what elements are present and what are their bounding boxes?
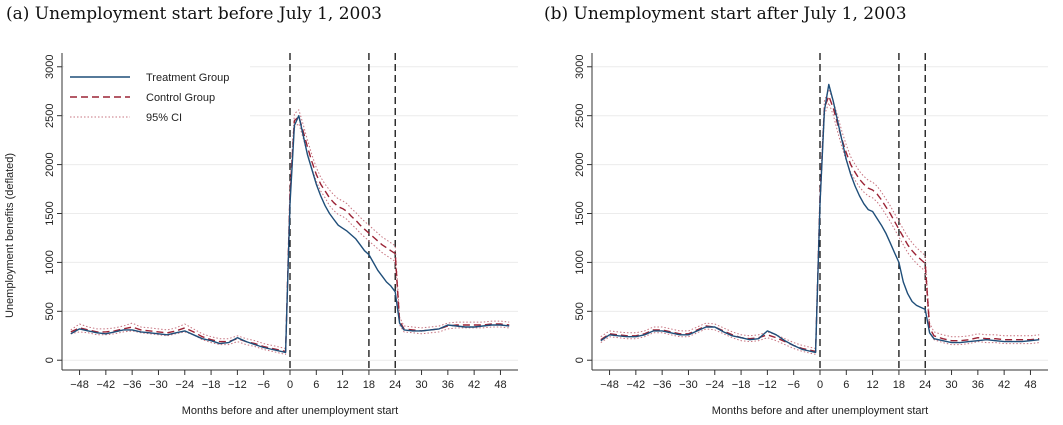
x-tick-label: −36	[653, 379, 672, 391]
x-tick-label: 24	[919, 379, 931, 391]
series-line-95-ci	[600, 102, 1040, 355]
x-tick-label: −12	[758, 379, 777, 391]
y-tick-label: 1000	[44, 250, 56, 274]
y-tick-label: 2000	[574, 152, 586, 176]
x-tick-label: −24	[705, 379, 724, 391]
series-line-95-ci	[70, 109, 510, 349]
legend-label: Control Group	[146, 92, 215, 104]
x-tick-label: 18	[893, 379, 905, 391]
x-tick-label: −24	[175, 379, 194, 391]
x-tick-label: 30	[415, 379, 427, 391]
y-tick-label: 1000	[574, 250, 586, 274]
series-line-control-group	[600, 95, 1040, 353]
y-tick-label: 500	[44, 302, 56, 320]
x-tick-label: 30	[945, 379, 957, 391]
series-line-treatment-group	[600, 83, 1040, 354]
x-tick-label: −42	[97, 379, 116, 391]
x-tick-label: 0	[287, 379, 293, 391]
panel-a-title: (a) Unemployment start before July 1, 20…	[6, 4, 382, 24]
x-tick-label: −48	[600, 379, 619, 391]
y-tick-label: 0	[574, 357, 586, 363]
x-tick-label: 42	[998, 379, 1010, 391]
y-tick-label: 3000	[574, 55, 586, 79]
x-tick-label: 18	[363, 379, 375, 391]
series-line-95-ci	[70, 123, 510, 355]
x-tick-label: 36	[442, 379, 454, 391]
x-tick-label: 12	[336, 379, 348, 391]
x-tick-label: 36	[972, 379, 984, 391]
x-tick-label: −6	[257, 379, 270, 391]
y-tick-label: 2500	[44, 103, 56, 127]
x-tick-label: 0	[817, 379, 823, 391]
x-tick-label: −30	[149, 379, 168, 391]
panel-b-x-axis-label: Months before and after unemployment sta…	[711, 405, 929, 417]
series-line-treatment-group	[70, 114, 510, 354]
x-tick-label: 42	[468, 379, 480, 391]
x-tick-label: −48	[70, 379, 89, 391]
y-tick-label: 0	[44, 357, 56, 363]
x-tick-label: −42	[627, 379, 646, 391]
legend-label: 95% CI	[146, 112, 182, 124]
x-tick-label: 48	[494, 379, 506, 391]
y-tick-label: 1500	[44, 201, 56, 225]
x-tick-label: −36	[123, 379, 142, 391]
panel-a-x-axis-label: Months before and after unemployment sta…	[181, 405, 399, 417]
y-tick-label: 3000	[44, 55, 56, 79]
y-tick-label: 1500	[574, 201, 586, 225]
x-tick-label: 12	[866, 379, 878, 391]
x-tick-label: −30	[679, 379, 698, 391]
legend-label: Treatment Group	[146, 72, 229, 84]
y-tick-label: 2500	[574, 103, 586, 127]
x-tick-label: 6	[313, 379, 319, 391]
x-tick-label: 48	[1024, 379, 1036, 391]
legend: Treatment Group Control Group 95% CI	[64, 59, 250, 124]
legend-box	[64, 59, 250, 121]
x-tick-label: −6	[787, 379, 800, 391]
panel-b-title: (b) Unemployment start after July 1, 200…	[544, 4, 907, 24]
x-tick-label: 24	[389, 379, 401, 391]
y-tick-label: 2000	[44, 152, 56, 176]
x-tick-label: −12	[228, 379, 247, 391]
x-tick-label: −18	[732, 379, 751, 391]
x-tick-label: −18	[202, 379, 221, 391]
series-line-control-group	[70, 115, 510, 353]
y-tick-label: 500	[574, 302, 586, 320]
x-tick-label: 6	[843, 379, 849, 391]
